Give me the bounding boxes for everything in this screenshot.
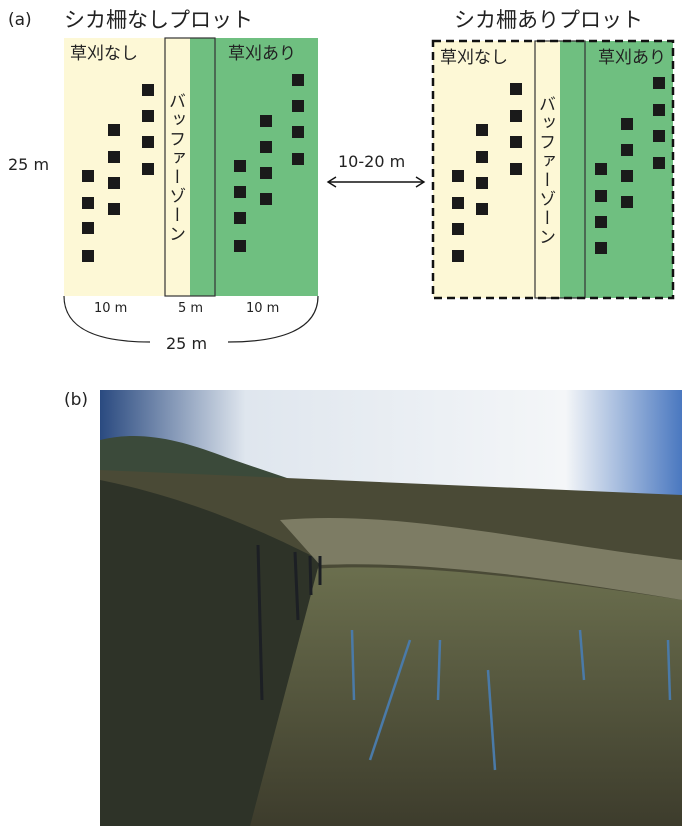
- quadrat: [452, 223, 464, 235]
- quadrat: [260, 141, 272, 153]
- quadrat: [108, 177, 120, 189]
- quadrat: [653, 130, 665, 142]
- quadrat: [108, 124, 120, 136]
- quadrat: [476, 151, 488, 163]
- panel-label: (b): [64, 392, 88, 409]
- quadrat: [476, 177, 488, 189]
- height-label: 25 m: [8, 157, 49, 173]
- quadrat: [142, 136, 154, 148]
- left-plot: [64, 38, 318, 296]
- panel-label: (a): [8, 12, 32, 29]
- quadrat: [510, 110, 522, 122]
- quadrat: [621, 196, 633, 208]
- quadrat: [653, 104, 665, 116]
- zone-label: 草刈なし: [440, 50, 508, 67]
- quadrat: [292, 74, 304, 86]
- zone-label: 草刈なし: [70, 46, 138, 63]
- quadrat: [595, 216, 607, 228]
- width-label: 10 m: [246, 302, 279, 315]
- quadrat: [82, 197, 94, 209]
- quadrat: [292, 100, 304, 112]
- quadrat: [260, 115, 272, 127]
- quadrat: [476, 124, 488, 136]
- quadrat: [621, 170, 633, 182]
- buffer-label: バッファーゾーン: [166, 92, 183, 244]
- page: {"panel_a": {"label": "(a)", "left_plot"…: [0, 0, 682, 826]
- field-photo: [100, 390, 682, 826]
- quadrat: [108, 203, 120, 215]
- quadrat: [142, 110, 154, 122]
- quadrat: [82, 250, 94, 262]
- quadrat: [108, 151, 120, 163]
- plot-title: シカ柵ありプロット: [454, 10, 643, 31]
- quadrat: [452, 250, 464, 262]
- quadrat: [653, 77, 665, 89]
- total-width-label: 25 m: [166, 336, 207, 352]
- plot-title: シカ柵なしプロット: [64, 10, 253, 31]
- quadrat: [595, 163, 607, 175]
- quadrat: [234, 212, 246, 224]
- buffer-label: バッファーゾーン: [536, 95, 553, 247]
- quadrat: [653, 157, 665, 169]
- distance-arrow: [328, 177, 424, 187]
- quadrat: [82, 170, 94, 182]
- quadrat: [476, 203, 488, 215]
- quadrat: [510, 136, 522, 148]
- quadrat: [595, 190, 607, 202]
- quadrat: [234, 160, 246, 172]
- quadrat: [452, 170, 464, 182]
- quadrat: [452, 197, 464, 209]
- distance-label: 10-20 m: [338, 154, 405, 170]
- quadrat: [142, 163, 154, 175]
- quadrat: [621, 144, 633, 156]
- quadrat: [260, 193, 272, 205]
- quadrat: [621, 118, 633, 130]
- quadrat: [292, 126, 304, 138]
- quadrat: [595, 242, 607, 254]
- quadrat: [234, 240, 246, 252]
- quadrat: [260, 167, 272, 179]
- quadrat: [510, 83, 522, 95]
- zone-label: 草刈あり: [598, 50, 666, 67]
- quadrat: [142, 84, 154, 96]
- quadrat: [234, 186, 246, 198]
- width-label: 5 m: [178, 302, 203, 315]
- diagram: [0, 0, 682, 826]
- zone-label: 草刈あり: [228, 46, 296, 63]
- quadrat: [292, 153, 304, 165]
- width-label: 10 m: [94, 302, 127, 315]
- quadrat: [82, 222, 94, 234]
- quadrat: [510, 163, 522, 175]
